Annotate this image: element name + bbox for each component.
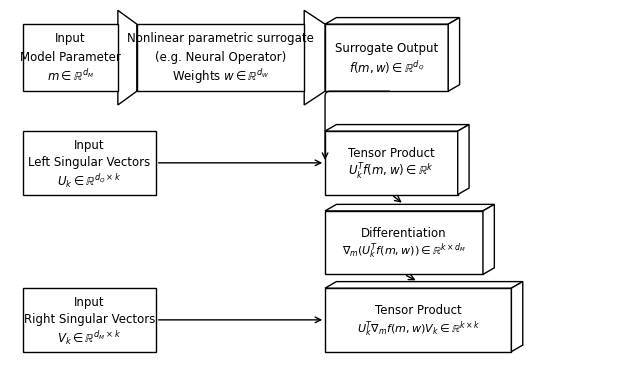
Text: $\nabla_m(U_k^T f(m,w)) \in \mathbb{R}^{k \times d_M}$: $\nabla_m(U_k^T f(m,w)) \in \mathbb{R}^{… xyxy=(342,242,466,261)
Polygon shape xyxy=(325,282,523,288)
Text: Right Singular Vectors: Right Singular Vectors xyxy=(24,313,155,326)
Polygon shape xyxy=(23,288,156,352)
Text: Left Singular Vectors: Left Singular Vectors xyxy=(28,156,150,169)
Polygon shape xyxy=(23,131,156,194)
Polygon shape xyxy=(483,204,494,274)
Polygon shape xyxy=(325,211,483,274)
Polygon shape xyxy=(325,288,511,352)
Text: Weights $w \in \mathbb{R}^{d_W}$: Weights $w \in \mathbb{R}^{d_W}$ xyxy=(172,67,269,86)
Polygon shape xyxy=(325,24,448,91)
Text: $V_k \in \mathbb{R}^{d_M \times k}$: $V_k \in \mathbb{R}^{d_M \times k}$ xyxy=(57,329,122,347)
Text: (e.g. Neural Operator): (e.g. Neural Operator) xyxy=(155,51,286,64)
Polygon shape xyxy=(458,125,469,194)
Text: Surrogate Output: Surrogate Output xyxy=(335,42,438,55)
Polygon shape xyxy=(325,125,469,131)
Polygon shape xyxy=(325,17,460,24)
Polygon shape xyxy=(325,204,494,211)
Text: Differentiation: Differentiation xyxy=(361,227,447,240)
Text: Tensor Product: Tensor Product xyxy=(375,305,461,318)
Text: $f(m,w) \in \mathbb{R}^{d_Q}$: $f(m,w) \in \mathbb{R}^{d_Q}$ xyxy=(349,59,424,76)
Polygon shape xyxy=(511,282,523,352)
Text: Nonlinear parametric surrogate: Nonlinear parametric surrogate xyxy=(127,32,314,45)
Text: Input: Input xyxy=(55,32,86,45)
Text: Model Parameter: Model Parameter xyxy=(20,51,121,64)
Text: Tensor Product: Tensor Product xyxy=(348,147,435,160)
Text: $U_k \in \mathbb{R}^{d_Q \times k}$: $U_k \in \mathbb{R}^{d_Q \times k}$ xyxy=(57,172,122,190)
Polygon shape xyxy=(325,131,458,194)
Text: $U_k^T \nabla_m f(m,w) V_k \in \mathbb{R}^{k \times k}$: $U_k^T \nabla_m f(m,w) V_k \in \mathbb{R… xyxy=(356,319,480,339)
Polygon shape xyxy=(137,24,304,91)
Polygon shape xyxy=(118,10,137,105)
Polygon shape xyxy=(448,17,460,91)
Text: $U_k^T f(m,w) \in \mathbb{R}^{k}$: $U_k^T f(m,w) \in \mathbb{R}^{k}$ xyxy=(348,162,435,181)
Polygon shape xyxy=(304,10,325,105)
Text: $m \in \mathbb{R}^{d_M}$: $m \in \mathbb{R}^{d_M}$ xyxy=(47,69,94,84)
Text: Input: Input xyxy=(74,138,105,152)
Polygon shape xyxy=(23,24,118,91)
Text: Input: Input xyxy=(74,296,105,309)
